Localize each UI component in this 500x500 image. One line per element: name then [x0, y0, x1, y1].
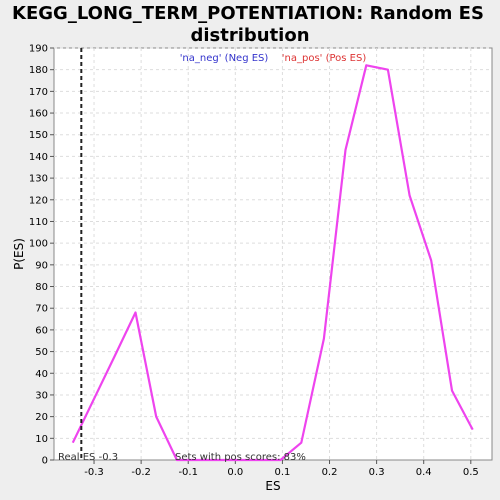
x-axis: -0.3 -0.2 -0.1 0.0 0.1 0.2 0.3 0.4 0.5: [84, 460, 479, 478]
real-es-label: Real ES -0.3: [58, 452, 118, 463]
y-tick-label: 60: [35, 325, 48, 336]
x-tick-label: 0.3: [369, 467, 385, 478]
x-tick-label: 0.2: [322, 467, 338, 478]
chart-title-line1: KEGG_LONG_TERM_POTENTIATION: Random ES: [12, 3, 484, 24]
y-tick-label: 40: [35, 369, 48, 380]
y-tick-label: 90: [35, 260, 48, 271]
y-tick-label: 110: [29, 217, 48, 228]
y-tick-label: 0: [42, 456, 48, 467]
y-tick-label: 120: [29, 195, 48, 206]
plot-area: [53, 47, 493, 461]
y-tick-label: 140: [29, 152, 48, 163]
y-tick-label: 150: [29, 130, 48, 141]
y-axis: 0 10 20 30 40 50 60 70 80 90 100 110 120 130 140 150 160…: [29, 44, 54, 467]
y-tick-label: 100: [29, 239, 48, 250]
x-tick-label: -0.3: [84, 467, 104, 478]
y-tick-label: 160: [29, 109, 48, 120]
pos-scores-annotation: Sets with pos scores: 83%: [175, 452, 306, 463]
y-tick-label: 170: [29, 87, 48, 98]
y-tick-label: 20: [35, 412, 48, 423]
legend: 'na_neg' (Neg ES) 'na_pos' (Pos ES): [180, 53, 367, 64]
x-axis-label: ES: [265, 479, 280, 493]
y-tick-label: 130: [29, 174, 48, 185]
x-tick-label: 0.1: [274, 467, 290, 478]
x-tick-label: 0.4: [416, 467, 432, 478]
series-line: [71, 64, 474, 462]
y-tick-label: 70: [35, 304, 48, 315]
legend-pos: 'na_pos' (Pos ES): [282, 53, 367, 64]
grid: [54, 47, 492, 460]
y-tick-label: 180: [29, 65, 48, 76]
y-tick-label: 190: [29, 44, 48, 55]
x-tick-label: -0.1: [178, 467, 198, 478]
y-tick-label: 80: [35, 282, 48, 293]
legend-neg: 'na_neg' (Neg ES): [180, 53, 269, 64]
y-tick-label: 30: [35, 390, 48, 401]
series: [71, 64, 474, 462]
y-tick-label: 50: [35, 347, 48, 358]
y-axis-label: P(ES): [12, 238, 26, 270]
x-tick-label: 0.0: [227, 467, 243, 478]
x-tick-label: -0.2: [131, 467, 151, 478]
y-tick-label: 10: [35, 434, 48, 445]
x-tick-label: 0.5: [463, 467, 479, 478]
chart-title-line2: distribution: [190, 25, 309, 46]
